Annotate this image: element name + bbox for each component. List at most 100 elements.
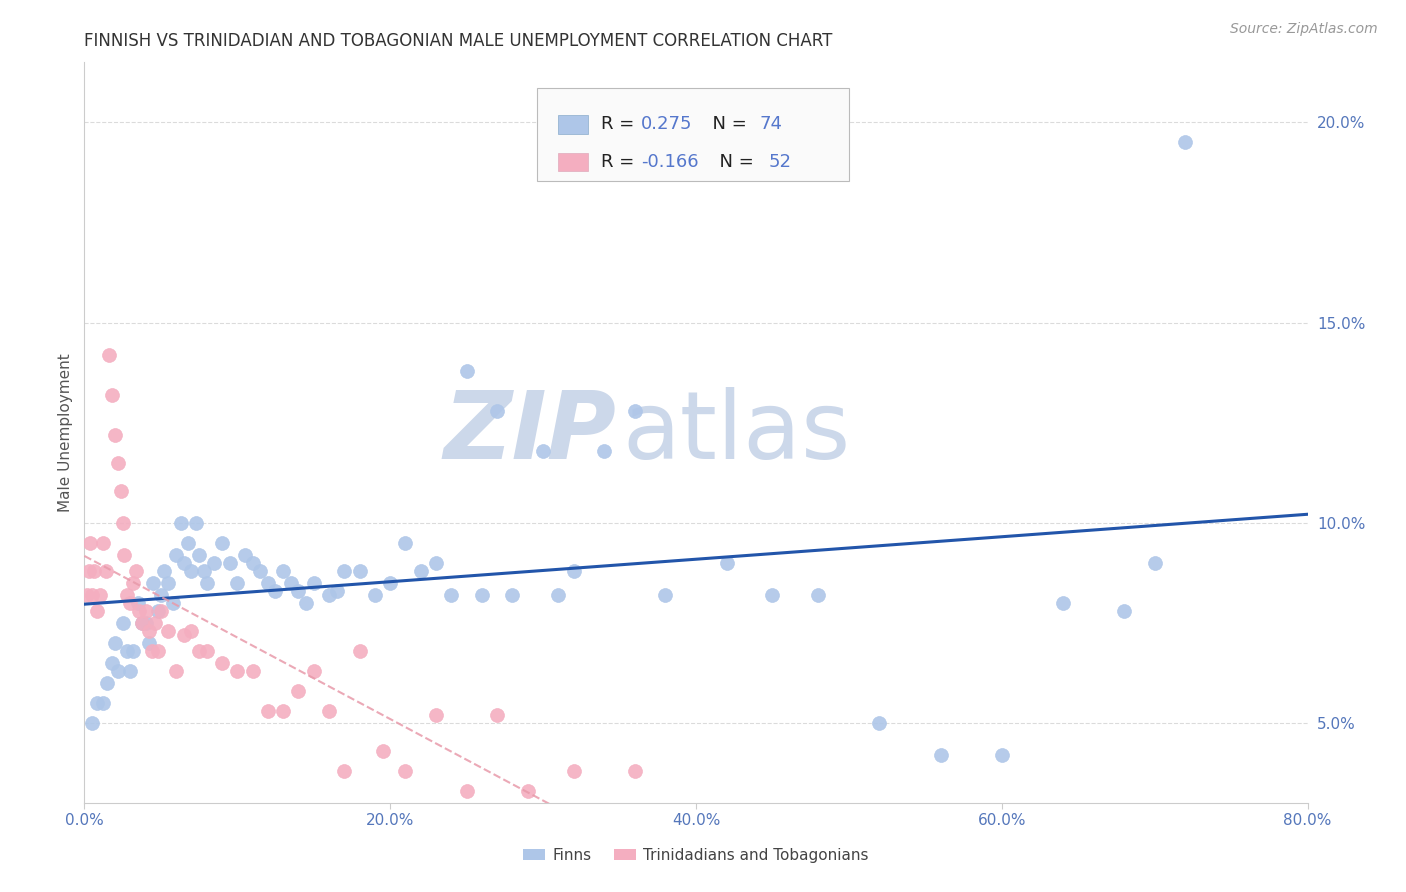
Point [107,456,129,470]
Point [302,575,325,590]
Point [257,704,280,718]
Point [287,583,309,598]
Point [249,564,271,578]
Point [349,564,371,578]
Point [193,564,215,578]
Point [218,556,240,570]
Point [107,664,129,678]
Point [104,636,127,650]
Point [180,624,202,638]
Point [869,715,891,730]
Point [195,575,218,590]
Point [1143,556,1166,570]
Point [226,664,249,678]
Point [440,588,463,602]
Point [138,636,160,650]
Point [211,535,233,549]
Text: R =: R = [600,153,640,171]
Point [593,443,616,458]
Point [1174,136,1197,150]
Point [115,588,138,602]
Point [153,564,176,578]
Text: N =: N = [700,115,752,134]
Point [76,588,98,602]
Point [502,588,524,602]
Point [131,615,153,630]
Point [120,664,142,678]
Point [516,784,538,798]
Point [471,588,494,602]
Point [173,628,195,642]
Point [125,564,148,578]
Point [162,596,184,610]
Point [157,575,180,590]
Point [120,596,142,610]
Point [295,596,318,610]
Point [456,363,478,377]
Point [202,556,225,570]
Point [242,664,264,678]
FancyBboxPatch shape [558,153,588,171]
Point [318,588,340,602]
Point [104,427,127,442]
Point [761,588,783,602]
Point [122,575,145,590]
Point [409,564,432,578]
Text: Source: ZipAtlas.com: Source: ZipAtlas.com [1230,22,1378,37]
Point [138,624,160,638]
Point [165,548,187,562]
Point [562,764,585,778]
Point [141,644,163,658]
Point [1114,604,1136,618]
Point [333,564,356,578]
Point [287,683,309,698]
Point [122,644,145,658]
Point [486,707,509,722]
Point [128,604,150,618]
Point [80,588,103,602]
Text: FINNISH VS TRINIDADIAN AND TOBAGONIAN MALE UNEMPLOYMENT CORRELATION CHART: FINNISH VS TRINIDADIAN AND TOBAGONIAN MA… [84,32,832,50]
Point [135,615,157,630]
Point [146,604,169,618]
Point [143,615,166,630]
Point [318,704,340,718]
Point [170,516,193,530]
Point [79,535,101,549]
Point [394,535,416,549]
Point [177,535,200,549]
Text: -0.166: -0.166 [641,153,699,171]
Point [211,656,233,670]
Point [173,556,195,570]
Point [716,556,738,570]
Point [807,588,830,602]
Point [380,575,402,590]
Point [131,615,153,630]
Point [149,588,172,602]
Point [101,387,124,401]
Point [562,564,585,578]
Point [624,764,647,778]
Legend: Finns, Trinidadians and Tobagonians: Finns, Trinidadians and Tobagonians [517,842,875,869]
Point [157,624,180,638]
FancyBboxPatch shape [537,88,849,181]
Point [101,656,124,670]
Point [89,588,111,602]
Point [135,604,157,618]
Point [271,704,294,718]
Point [188,644,211,658]
Point [264,583,287,598]
Point [1052,596,1074,610]
Point [364,588,387,602]
Point [325,583,347,598]
Point [280,575,302,590]
Point [349,644,371,658]
Point [86,604,108,618]
Text: 52: 52 [768,153,792,171]
Point [142,575,165,590]
Point [86,696,108,710]
Point [257,575,280,590]
Point [111,516,134,530]
Text: atlas: atlas [623,386,851,479]
Point [547,588,569,602]
Point [110,483,132,498]
